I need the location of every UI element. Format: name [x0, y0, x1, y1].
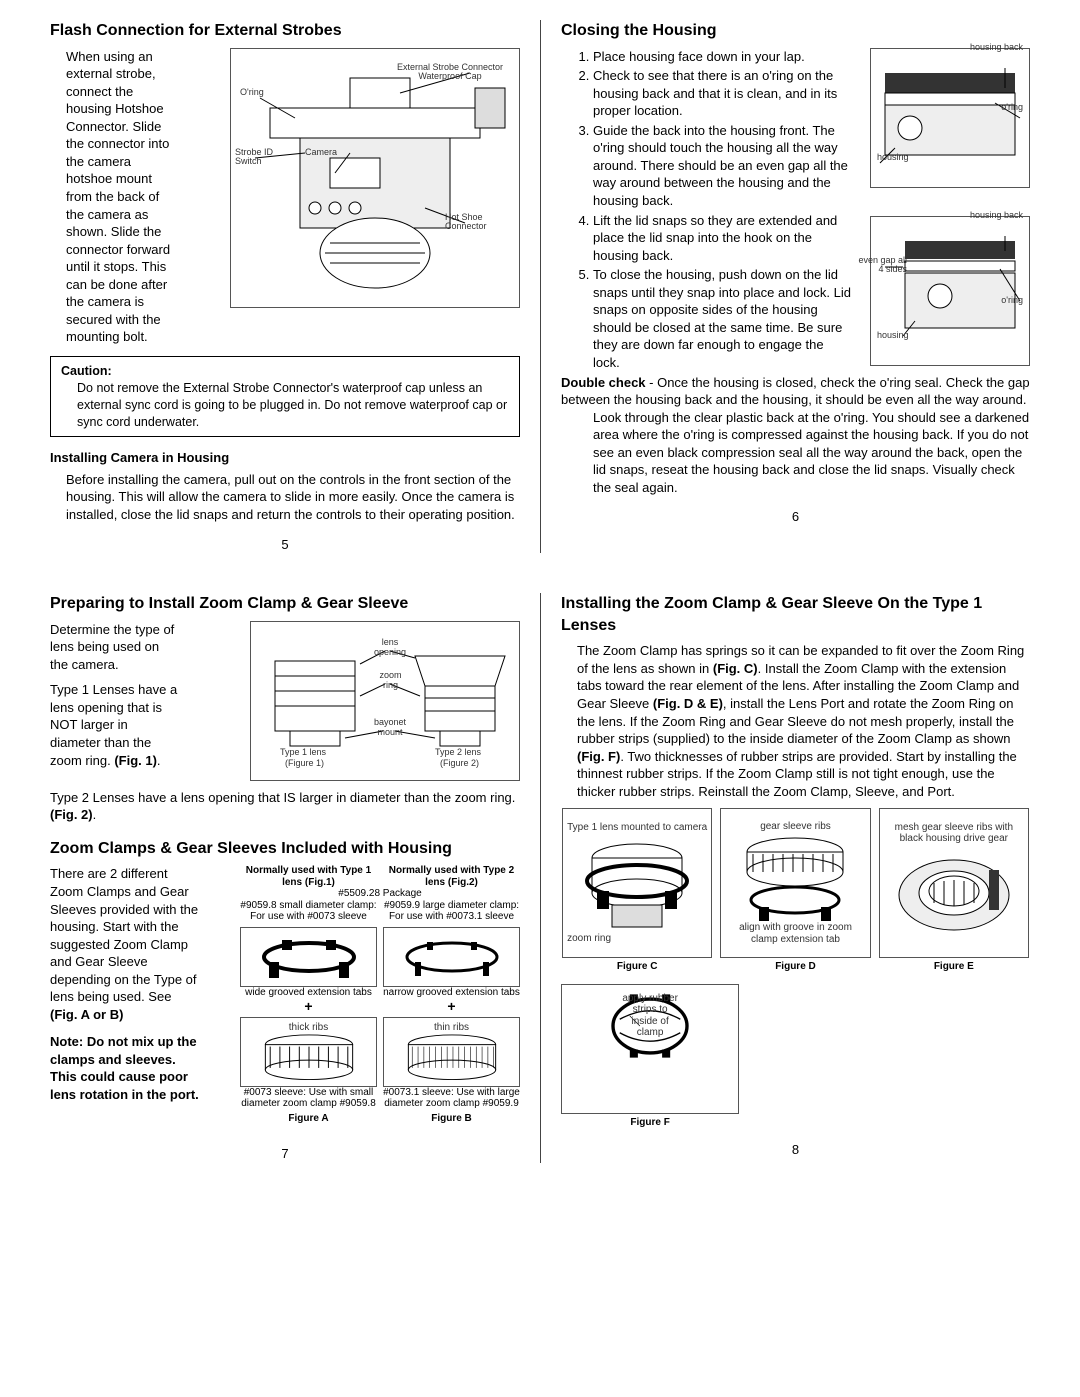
- label: housing back: [970, 211, 1023, 221]
- label: Type 1 lens mounted to camera: [567, 822, 707, 834]
- page-7: Preparing to Install Zoom Clamp & Gear S…: [30, 593, 540, 1162]
- figure-f: apply rubber strips to inside of clamp: [561, 984, 739, 1114]
- diagram-housing-1: housing back o'ring housing: [870, 48, 1030, 188]
- camera-icon: [240, 58, 510, 298]
- rib-label: thick ribs: [289, 1022, 328, 1034]
- fig-ref: (Fig. 2): [50, 807, 93, 822]
- para-two-clamps: There are 2 different Zoom Clamps and Ge…: [50, 865, 200, 1023]
- label: mesh gear sleeve ribs with black housing…: [884, 822, 1024, 845]
- page-6: Closing the Housing housing back o'ring …: [540, 20, 1050, 553]
- dc-label: Double check: [561, 375, 646, 390]
- label: External Strobe Connector Waterproof Cap: [385, 63, 515, 83]
- clamp-desc: #9059.8 small diameter clamp: For use wi…: [240, 900, 377, 923]
- note-mix: Note: Do not mix up the clamps and sleev…: [50, 1033, 200, 1103]
- spread-1: Flash Connection for External Strobes: [30, 20, 1050, 553]
- fig-caption: Figure E: [879, 960, 1029, 974]
- label: Hot Shoe Connector: [445, 213, 500, 233]
- para-install-camera: Before installing the camera, pull out o…: [50, 471, 520, 524]
- page-number: 7: [50, 1145, 520, 1163]
- step: To close the housing, push down on the l…: [593, 266, 851, 371]
- label: (Figure 1): [285, 759, 324, 769]
- pkg: #5509.28 Package: [240, 888, 520, 900]
- spread-2: Preparing to Install Zoom Clamp & Gear S…: [30, 593, 1050, 1162]
- para-type2: Type 2 Lenses have a lens opening that I…: [50, 789, 520, 824]
- label: zoom ring: [373, 671, 408, 691]
- para-install-zoom: The Zoom Clamp has springs so it can be …: [561, 642, 1030, 800]
- label: apply rubber strips to inside of clamp: [620, 993, 680, 1039]
- rib-label: thin ribs: [434, 1022, 469, 1034]
- label: even gap all 4 sides: [857, 256, 907, 276]
- label: housing back: [970, 43, 1023, 53]
- heading-closing-housing: Closing the Housing: [561, 20, 1030, 42]
- closing-steps: Place housing face down in your lap. Che…: [561, 48, 851, 210]
- double-check: Double check - Once the housing is close…: [561, 374, 1030, 409]
- text: There are 2 different Zoom Clamps and Ge…: [50, 866, 198, 1004]
- label: lens opening: [370, 638, 410, 658]
- sleeve-icon: thin ribs: [383, 1017, 520, 1087]
- figure-e: mesh gear sleeve ribs with black housing…: [879, 808, 1029, 958]
- label: O'ring: [240, 88, 264, 98]
- para-type1: Type 1 Lenses have a lens opening that i…: [50, 681, 180, 769]
- label: housing: [877, 331, 909, 341]
- tab-label: wide grooved extension tabs: [240, 987, 377, 999]
- label: zoom ring: [567, 933, 611, 945]
- label: (Figure 2): [440, 759, 479, 769]
- label: housing: [877, 153, 909, 163]
- fig-caption: Figure D: [720, 960, 870, 974]
- fig-ref: (Fig. 1): [114, 753, 157, 768]
- para-flash: When using an external strobe, connect t…: [50, 48, 180, 346]
- step: Check to see that there is an o'ring on …: [593, 67, 851, 120]
- clamp-icon: [383, 927, 520, 987]
- caution-box: Caution: Do not remove the External Stro…: [50, 356, 520, 438]
- caution-title: Caution:: [61, 364, 112, 378]
- page-5: Flash Connection for External Strobes: [30, 20, 540, 553]
- label: Camera: [305, 148, 337, 158]
- sleeve-icon: thick ribs: [240, 1017, 377, 1087]
- sleeve-desc: #0073.1 sleeve: Use with large diameter …: [383, 1087, 520, 1110]
- step: Lift the lid snaps so they are extended …: [593, 212, 851, 265]
- col-head: Normally used with Type 1 lens (Fig.1): [240, 865, 377, 888]
- fig-caption: Figure C: [562, 960, 712, 974]
- clamp-desc: #9059.9 large diameter clamp: For use wi…: [383, 900, 520, 923]
- dc-body2: Look through the clear plastic back at t…: [577, 409, 1030, 497]
- label: Type 2 lens: [435, 748, 481, 758]
- clamp-icon: [240, 927, 377, 987]
- sleeve-desc: #0073 sleeve: Use with small diameter zo…: [240, 1087, 377, 1110]
- closing-steps-2: Lift the lid snaps so they are extended …: [561, 212, 851, 372]
- page-8: Installing the Zoom Clamp & Gear Sleeve …: [540, 593, 1050, 1162]
- figure-c: Type 1 lens mounted to camera zoom ring: [562, 808, 712, 958]
- label: gear sleeve ribs: [760, 821, 831, 833]
- heading-prep-zoom: Preparing to Install Zoom Clamp & Gear S…: [50, 593, 520, 615]
- page-number: 6: [561, 508, 1030, 526]
- label: Type 1 lens: [280, 748, 326, 758]
- diagram-camera-hotshoe: External Strobe Connector Waterproof Cap…: [230, 48, 520, 308]
- page-number: 5: [50, 536, 520, 554]
- fig-caption: Figure A: [240, 1112, 377, 1126]
- label: bayonet mount: [365, 718, 415, 738]
- page-number: 8: [561, 1141, 1030, 1159]
- figure-row-cde: Type 1 lens mounted to camera zoom ring …: [561, 808, 1030, 974]
- fig-ref: (Fig. A or B): [50, 1007, 123, 1022]
- fig-caption: Figure B: [383, 1112, 520, 1126]
- diagram-lens-types: lens opening zoom ring bayonet mount Typ…: [250, 621, 520, 781]
- figure-d: gear sleeve ribs align with groove in zo…: [720, 808, 870, 958]
- heading-zoom-clamps: Zoom Clamps & Gear Sleeves Included with…: [50, 838, 520, 860]
- label: o'ring: [1001, 296, 1023, 306]
- label: o'ring: [1001, 103, 1023, 113]
- diagram-clamp-package: Normally used with Type 1 lens (Fig.1) N…: [240, 865, 520, 1125]
- label: Strobe ID Switch: [235, 148, 285, 168]
- fig-caption: Figure F: [561, 1116, 739, 1130]
- heading-install-zoom: Installing the Zoom Clamp & Gear Sleeve …: [561, 593, 1030, 636]
- para-determine: Determine the type of lens being used on…: [50, 621, 180, 674]
- text: Type 2 Lenses have a lens opening that I…: [50, 790, 515, 805]
- step: Place housing face down in your lap.: [593, 48, 851, 66]
- heading-install-camera: Installing Camera in Housing: [50, 449, 520, 467]
- label: align with groove in zoom clamp extensio…: [725, 922, 865, 945]
- tab-label: narrow grooved extension tabs: [383, 987, 520, 999]
- caution-body: Do not remove the External Strobe Connec…: [61, 380, 509, 431]
- diagram-housing-2: housing back even gap all 4 sides o'ring…: [870, 216, 1030, 366]
- step: Guide the back into the housing front. T…: [593, 122, 851, 210]
- heading-flash-connection: Flash Connection for External Strobes: [50, 20, 520, 42]
- col-head: Normally used with Type 2 lens (Fig.2): [383, 865, 520, 888]
